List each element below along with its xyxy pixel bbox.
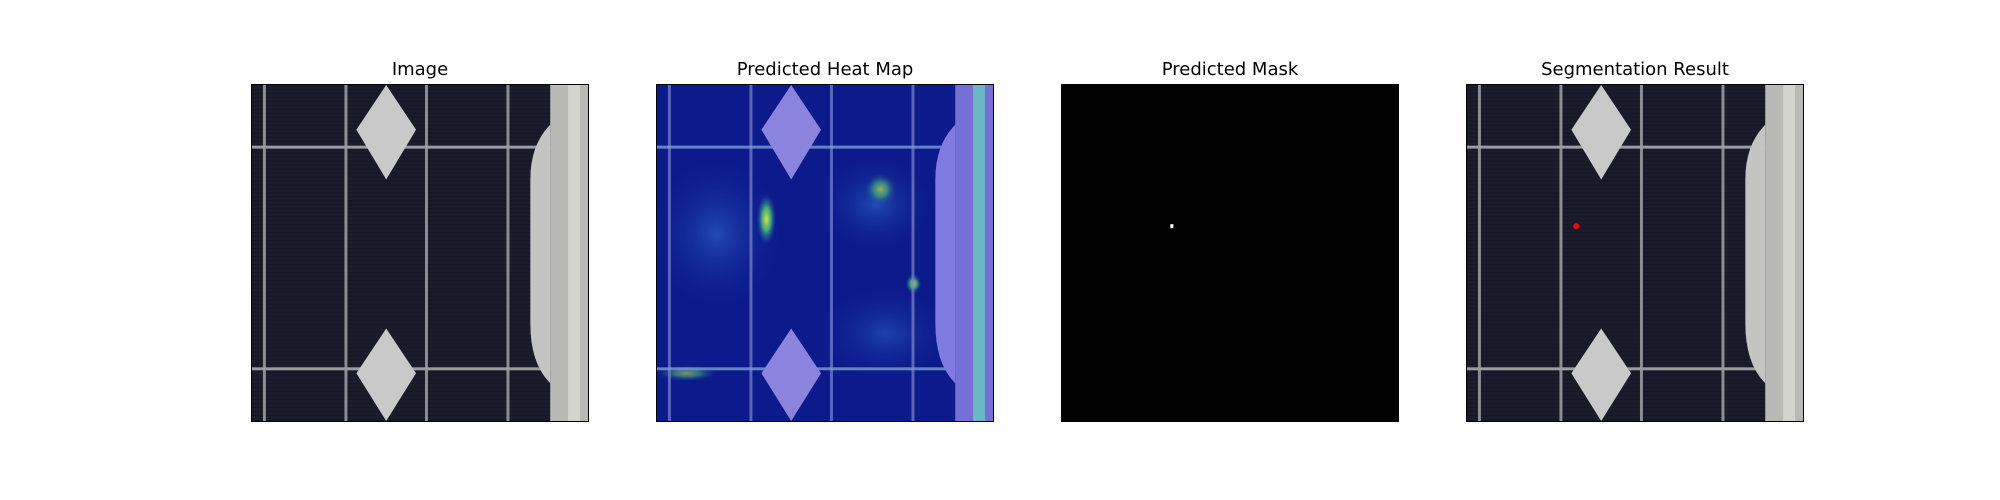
panel-title: Predicted Mask — [1161, 59, 1299, 80]
panel-title: Predicted Heat Map — [736, 59, 914, 80]
panel-title: Image — [391, 59, 449, 80]
heat-map-image — [656, 84, 994, 422]
panel-title: Segmentation Result — [1541, 59, 1729, 80]
panel-image: Image — [251, 59, 589, 422]
defect-marker — [1573, 223, 1580, 230]
segmentation-image — [1466, 84, 1804, 422]
mask-image — [1061, 84, 1399, 422]
panel-predicted-mask: Predicted Mask — [1061, 59, 1399, 422]
mask-blob — [1170, 224, 1174, 229]
solar-cell-image — [251, 84, 589, 422]
panel-heat-map: Predicted Heat Map — [656, 59, 994, 422]
panel-segmentation-result: Segmentation Result — [1466, 59, 1804, 422]
